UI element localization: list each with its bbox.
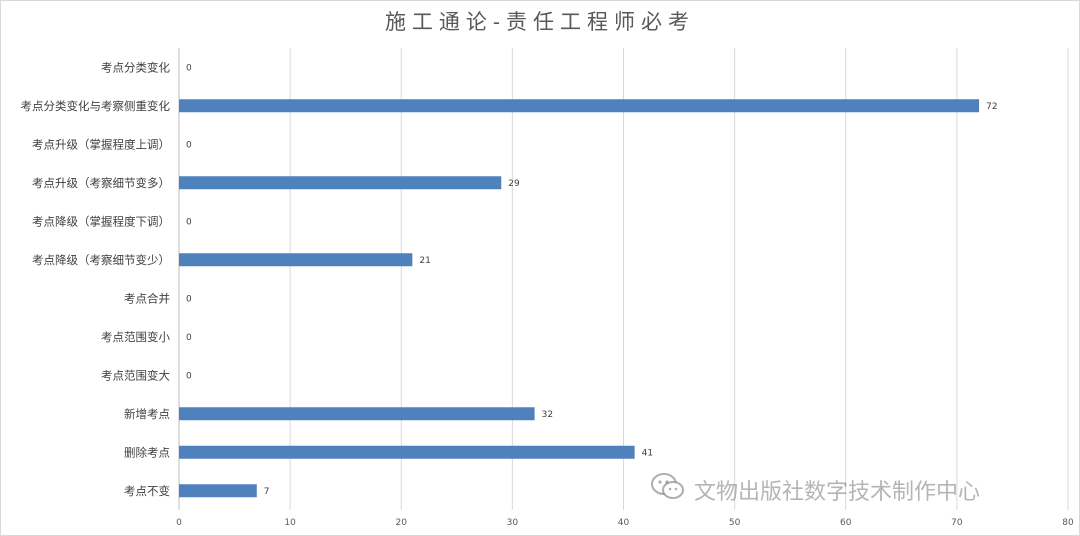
category-label: 考点降级（考察细节变少） — [32, 253, 170, 267]
data-label: 32 — [542, 410, 553, 420]
data-label: 7 — [264, 487, 270, 497]
category-label: 考点升级（考察细节变多） — [32, 176, 170, 190]
gridlines — [178, 48, 1069, 510]
data-label: 0 — [186, 140, 192, 150]
category-label: 删除考点 — [124, 445, 170, 459]
category-label: 考点范围变大 — [101, 368, 170, 382]
chart-title: 施工通论-责任工程师必考 — [384, 10, 696, 34]
bar — [179, 176, 502, 190]
data-label: 0 — [186, 371, 192, 381]
category-labels: 考点分类变化 0 考点分类变化与考察侧重变化 72 考点升级（掌握程度上调） 0 考点升级（… — [21, 60, 998, 498]
bar — [179, 99, 980, 113]
category-label: 考点分类变化 — [101, 60, 170, 74]
x-tick-label: 80 — [1062, 518, 1074, 528]
bar — [179, 484, 257, 498]
x-tick-label: 0 — [176, 518, 182, 528]
x-tick-label: 70 — [951, 518, 963, 528]
bar — [179, 253, 413, 267]
x-tick-label: 60 — [840, 518, 852, 528]
data-label: 72 — [986, 102, 997, 112]
bar — [179, 445, 635, 459]
category-label: 考点降级（掌握程度下调） — [32, 214, 170, 228]
watermark-text: 文物出版社数字技术制作中心 — [694, 480, 981, 505]
category-label: 新增考点 — [124, 407, 170, 421]
x-tick-label: 40 — [618, 518, 630, 528]
data-label: 0 — [186, 217, 192, 227]
category-label: 考点合并 — [124, 291, 170, 305]
x-tick-label: 20 — [396, 518, 408, 528]
data-label: 0 — [186, 63, 192, 73]
data-label: 0 — [186, 294, 192, 304]
data-label: 21 — [419, 256, 430, 266]
wechat-icon — [650, 472, 686, 508]
category-label: 考点不变 — [124, 484, 170, 498]
watermark: 文物出版社数字技术制作中心 — [650, 472, 980, 508]
category-label: 考点分类变化与考察侧重变化 — [21, 99, 171, 113]
x-tick-label: 10 — [284, 518, 296, 528]
category-label: 考点范围变小 — [101, 330, 170, 344]
bar — [179, 407, 535, 421]
x-axis-ticks: 0 10 20 30 40 50 60 70 80 — [176, 518, 1074, 528]
x-tick-label: 50 — [729, 518, 741, 528]
category-label: 考点升级（掌握程度上调） — [32, 137, 170, 151]
data-label: 29 — [508, 179, 520, 189]
data-label: 0 — [186, 333, 192, 343]
bars — [179, 99, 980, 498]
x-tick-label: 30 — [507, 518, 519, 528]
data-label: 41 — [642, 448, 653, 458]
